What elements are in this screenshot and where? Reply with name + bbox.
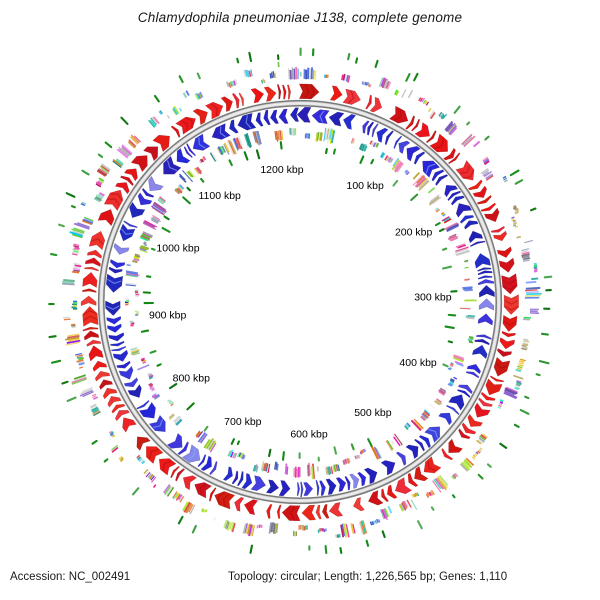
svg-text:300 kbp: 300 kbp [414,291,452,303]
svg-text:1100 kbp: 1100 kbp [198,190,241,202]
svg-text:200 kbp: 200 kbp [395,227,433,239]
svg-text:1200 kbp: 1200 kbp [260,164,303,176]
genome-summary-text: Topology: circular; Length: 1,226,565 bp… [228,571,508,583]
svg-text:700 kbp: 700 kbp [224,416,262,428]
svg-text:400 kbp: 400 kbp [399,357,437,369]
svg-text:800 kbp: 800 kbp [173,372,211,384]
ring-outer-feature-bars [62,61,542,538]
ring-position-labels: 100 kbp 200 kbp 300 kbp 400 kbp 500 kbp 600 k… [149,164,452,440]
svg-text:500 kbp: 500 kbp [354,407,392,419]
page-title: Chlamydophila pneumoniae J138, complete … [137,10,463,25]
accession-text: Accession: NC_002491 [10,571,131,583]
ring-inner-feature-bars [125,127,477,479]
ring-inner-ticks [140,141,458,462]
ring-backbone [97,99,503,505]
ring-reverse-strand-genes [105,106,495,498]
svg-text:1000 kbp: 1000 kbp [156,243,199,255]
svg-text:600 kbp: 600 kbp [290,428,328,440]
svg-text:900 kbp: 900 kbp [149,309,187,321]
svg-text:100 kbp: 100 kbp [347,180,385,192]
ring-outer-ticks [48,47,553,555]
ring-forward-strand-genes [80,83,519,522]
